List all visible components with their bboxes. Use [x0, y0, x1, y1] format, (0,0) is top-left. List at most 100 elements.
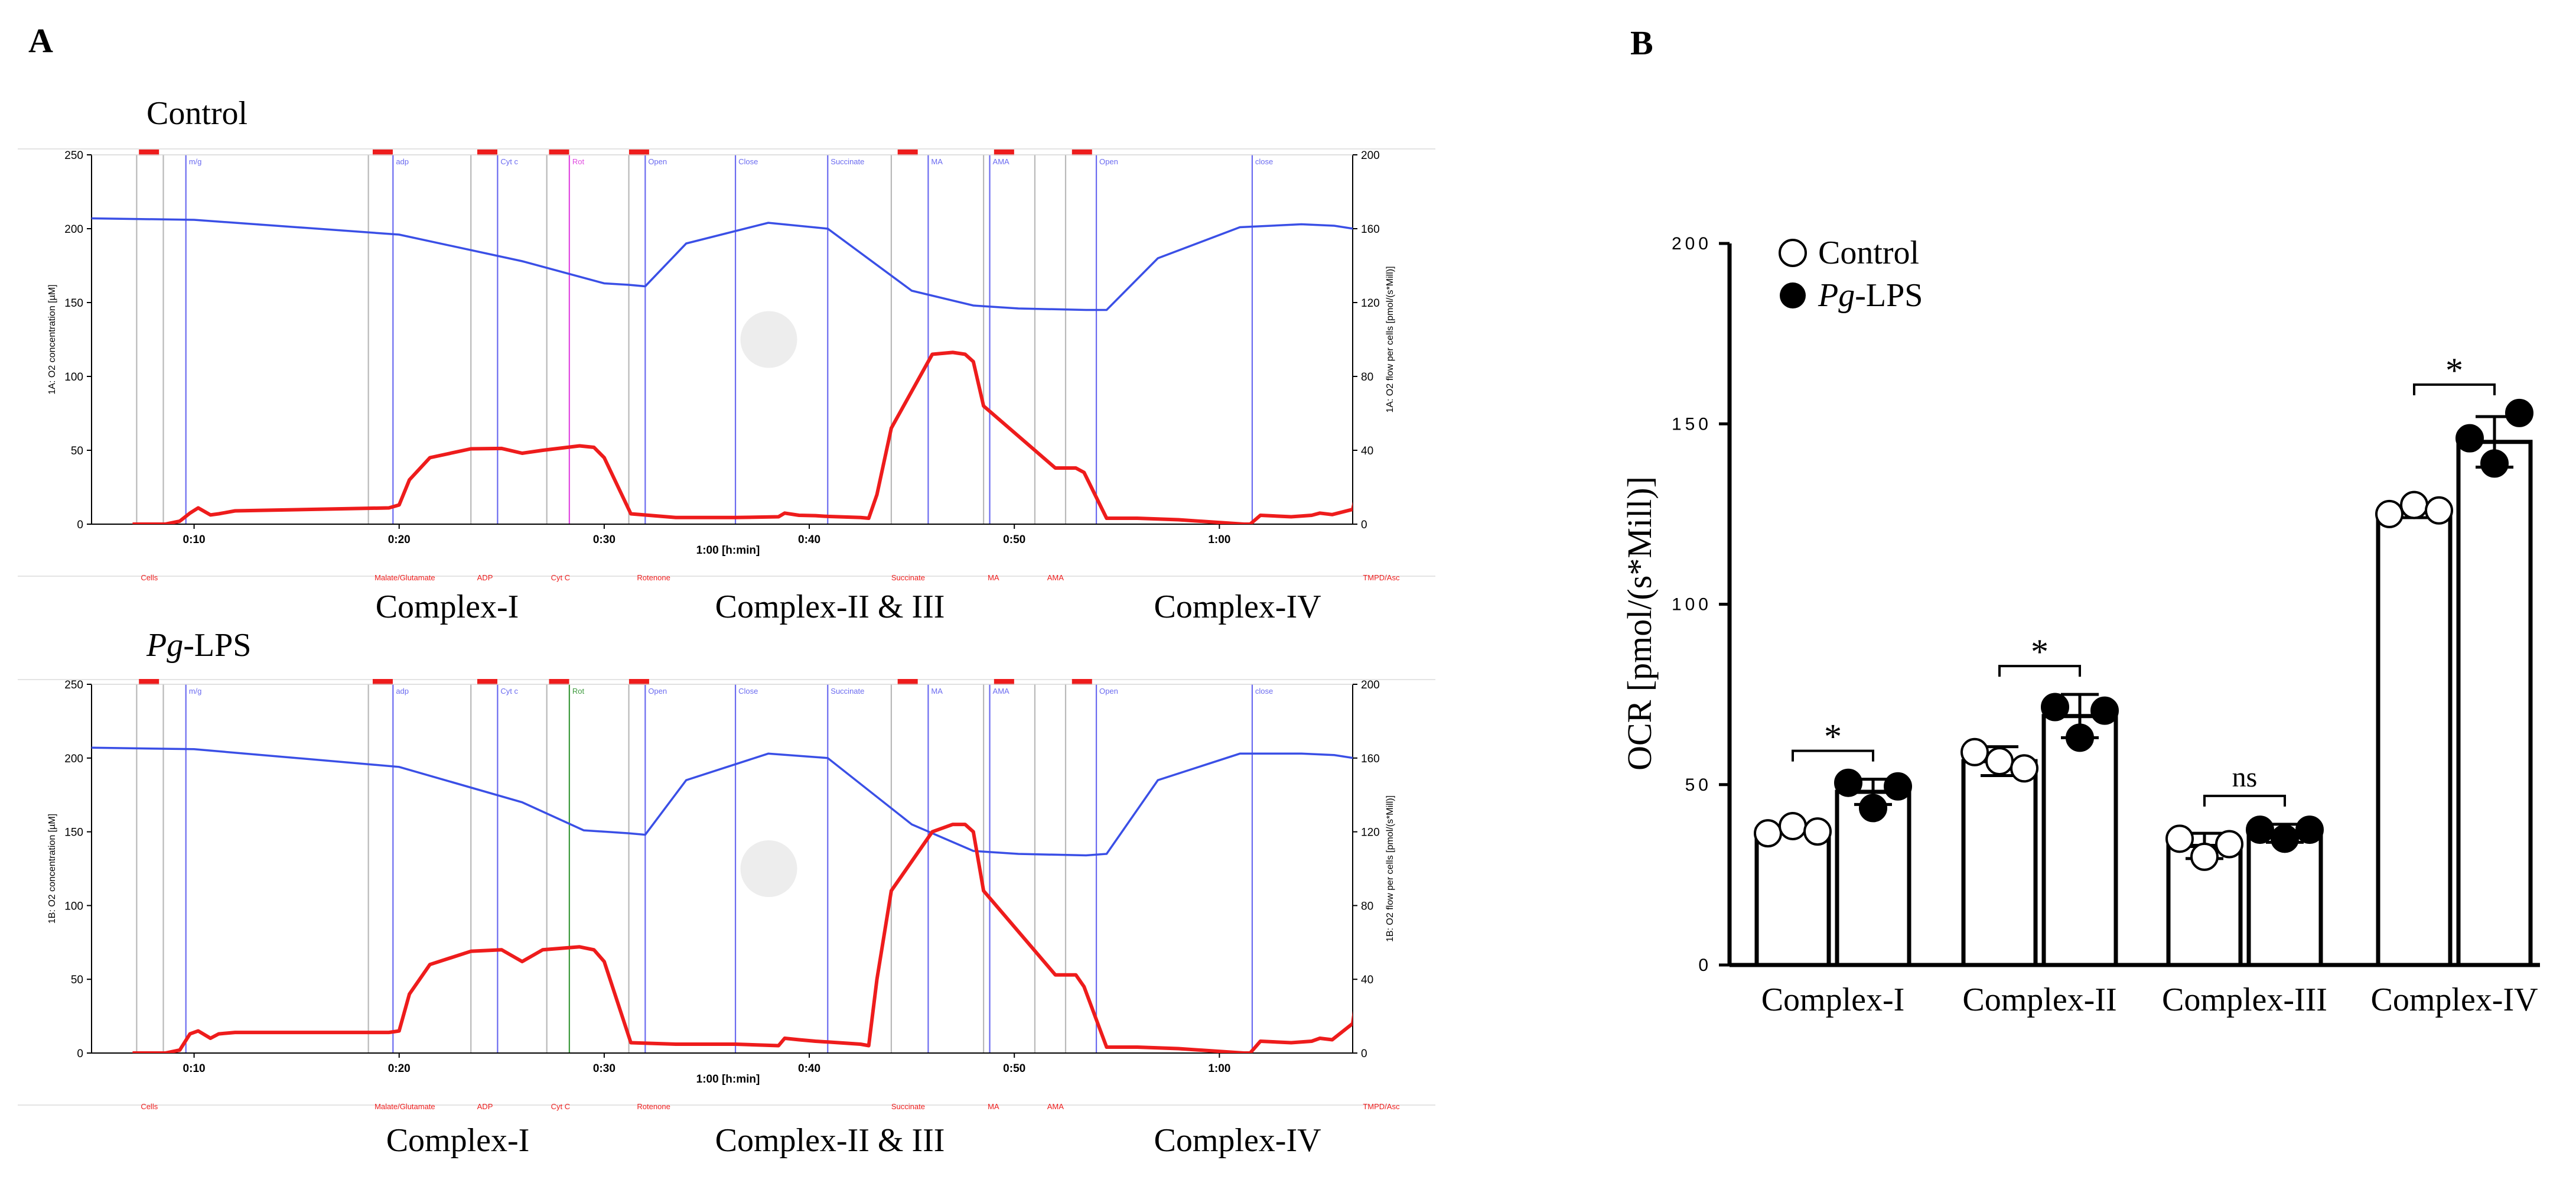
- event-bottom-label: Succinate: [891, 1102, 925, 1111]
- data-point-pg-lps: [2066, 723, 2094, 752]
- data-point-control: [2375, 499, 2404, 528]
- event-bottom-label: MA: [988, 573, 999, 582]
- event-bottom-label: TMPD/Asc: [1363, 573, 1400, 582]
- significance-label: ns: [2232, 762, 2258, 793]
- category-label: Complex-III: [2162, 982, 2327, 1018]
- y-tick-label-left: 100: [64, 900, 83, 912]
- y-tick-label-left: 100: [64, 371, 83, 384]
- y-tick-label-left: 50: [71, 445, 83, 457]
- event-bottom-label: Malate/Glutamate: [374, 1102, 435, 1111]
- y-tick-label-right: 200: [1361, 679, 1380, 691]
- significance-bracket: [2413, 383, 2496, 395]
- event-bottom-label: Cyt C: [551, 573, 571, 582]
- injection-marker: [897, 150, 918, 155]
- y-tick-label-left: 200: [64, 753, 83, 765]
- injection-marker: [1072, 150, 1092, 155]
- event-label: Close: [738, 157, 758, 166]
- event-label: MA: [931, 687, 943, 696]
- y-tick-label-left: 150: [64, 827, 83, 839]
- data-point-control: [2165, 824, 2194, 853]
- event-bottom-label: Rotenone: [637, 1102, 670, 1111]
- data-point-pg-lps: [2505, 398, 2533, 427]
- data-point-control: [2190, 842, 2219, 871]
- y-tick-label: 150: [1672, 414, 1712, 434]
- event-bottom-label: Cyt C: [551, 1102, 571, 1111]
- complex-label-ii-iii: Complex-II & III: [715, 1122, 945, 1159]
- injection-marker: [628, 679, 649, 685]
- event-label: Open: [648, 687, 667, 696]
- data-point-pg-lps: [2246, 815, 2274, 844]
- y-axis-label-left: 1B: O2 concentration [µM]: [47, 814, 57, 924]
- event-label: adp: [396, 687, 409, 696]
- legend-label-pg-lps: Pg-LPS: [1818, 277, 1923, 314]
- x-tick-label: 1:00: [1208, 534, 1230, 546]
- data-point-pg-lps: [1859, 794, 1887, 823]
- data-point-pg-lps: [2295, 815, 2324, 844]
- event-label: Rot: [572, 157, 585, 166]
- y-axis-label-right: 1A: O2 flow per cells [pmol/(s*Mill)]: [1385, 266, 1395, 412]
- significance-label: *: [2445, 351, 2463, 390]
- data-point-pg-lps: [2271, 824, 2299, 853]
- event-label: Succinate: [831, 687, 864, 696]
- o2-concentration-line: [92, 217, 1353, 311]
- plot-area: [92, 155, 1353, 524]
- bar-pg-lps: [2456, 440, 2533, 967]
- category-label: Complex-II: [1962, 982, 2116, 1018]
- x-tick-label: 0:10: [183, 1062, 206, 1075]
- category-label: Complex-I: [1761, 982, 1905, 1018]
- panel-label-b: B: [1630, 24, 1653, 62]
- injection-marker: [549, 150, 569, 155]
- injection-marker: [477, 679, 498, 685]
- x-tick-label: 0:20: [388, 1062, 411, 1075]
- complex-label-iv: Complex-IV: [1154, 1122, 1321, 1159]
- y-tick-label-left: 0: [77, 1048, 83, 1060]
- o2-flow-line: [132, 823, 1353, 1053]
- injection-marker: [994, 150, 1014, 155]
- y-axis-label-right: 1B: O2 flow per cells [pmol/(s*Mill)]: [1385, 795, 1395, 942]
- event-label: Cyt c: [500, 157, 518, 166]
- significance-label: *: [2031, 632, 2049, 671]
- bar-pg-lps: [2041, 714, 2118, 967]
- significance-bracket: [1998, 665, 2081, 677]
- event-label: Cyt c: [500, 687, 518, 696]
- injection-marker: [897, 679, 918, 685]
- event-label: m/g: [189, 157, 202, 166]
- event-label: AMA: [993, 687, 1010, 696]
- data-point-control: [1985, 747, 2014, 776]
- trace-title-pg-lps: Pg-LPS: [146, 627, 251, 664]
- y-tick-label: 100: [1672, 595, 1712, 615]
- data-point-control: [2010, 754, 2038, 783]
- event-label: adp: [396, 157, 409, 166]
- y-tick-label-right: 40: [1361, 445, 1373, 457]
- data-point-control: [1803, 817, 1832, 846]
- event-bottom-label: Cells: [141, 573, 158, 582]
- bar-control: [1754, 827, 1831, 967]
- data-point-control: [1961, 737, 1989, 766]
- event-bottom-label: TMPD/Asc: [1363, 1102, 1400, 1111]
- y-tick-label-left: 200: [64, 223, 83, 236]
- y-tick-label-right: 200: [1361, 150, 1380, 162]
- event-label: MA: [931, 157, 943, 166]
- y-tick-label-left: 50: [71, 974, 83, 986]
- event-label: Rot: [572, 687, 585, 696]
- plot-area: [92, 684, 1353, 1053]
- event-bottom-label: Malate/Glutamate: [374, 573, 435, 582]
- y-tick-label-right: 40: [1361, 974, 1373, 986]
- watermark-logo: [740, 840, 797, 897]
- y-tick-label-right: 80: [1361, 900, 1373, 912]
- bar-control: [2376, 510, 2453, 967]
- y-tick-label: 0: [1698, 956, 1712, 975]
- legend: Control Pg-LPS: [1779, 235, 1923, 314]
- x-tick-label: 1:00: [1208, 1062, 1230, 1075]
- x-axis-label: 1:00 [h:min]: [696, 1073, 760, 1086]
- x-tick-label: 0:30: [593, 1062, 615, 1075]
- significance-bracket: [1792, 749, 1874, 762]
- injection-marker: [372, 679, 393, 685]
- legend-marker-pg-lps: [1780, 282, 1806, 308]
- data-point-control: [1754, 819, 1782, 848]
- complex-label-iv: Complex-IV: [1154, 589, 1321, 625]
- bar-control: [1961, 759, 2038, 967]
- event-bottom-label: MA: [988, 1102, 999, 1111]
- x-tick-label: 0:30: [593, 534, 615, 546]
